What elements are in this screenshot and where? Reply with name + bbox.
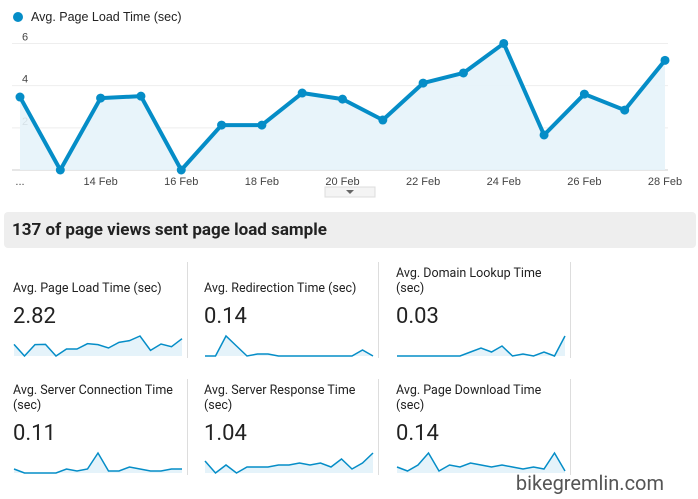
- metric-tile: Avg. Domain Lookup Time (sec) 0.03: [388, 262, 571, 358]
- x-tick-label: 16 Feb: [164, 176, 198, 188]
- point: [217, 120, 227, 130]
- metric-tile: Avg. Server Connection Time (sec) 0.11: [5, 379, 188, 475]
- metric-tile: Avg. Page Load Time (sec) 2.82: [5, 262, 188, 358]
- y-tick-label: 4: [22, 74, 28, 86]
- spark-area: [205, 453, 373, 473]
- spark-line: [204, 452, 374, 475]
- sample-text: 137 of page views sent page load sample: [12, 220, 327, 240]
- point: [539, 130, 549, 140]
- point: [660, 55, 670, 65]
- spark-area: [397, 453, 565, 473]
- x-tick-label: 22 Feb: [406, 176, 440, 188]
- x-tick-label: 26 Feb: [567, 176, 601, 188]
- point: [378, 115, 388, 125]
- point: [136, 91, 146, 101]
- spark-line: [396, 451, 566, 473]
- watermark: bikegremlin.com: [515, 471, 664, 495]
- area: [20, 43, 665, 170]
- y-tick-label: 6: [22, 31, 28, 43]
- point: [176, 165, 186, 175]
- x-tick-label: ...: [15, 176, 24, 188]
- point: [297, 88, 307, 98]
- metric-title: Avg. Page Load Time (sec): [13, 281, 162, 296]
- metric-tile: Avg. Page Download Time (sec) 0.14: [388, 379, 571, 475]
- metric-value: 0.11: [13, 421, 56, 446]
- metric-title: Avg. Server Response Time (sec): [204, 383, 356, 413]
- metric-tile: Avg. Server Response Time (sec) 1.04: [196, 379, 379, 475]
- x-tick-label: 20 Feb: [325, 176, 359, 188]
- collapse-arrow[interactable]: [346, 190, 354, 194]
- spark-area: [14, 336, 182, 356]
- legend-marker: [13, 12, 23, 22]
- point: [499, 38, 509, 48]
- spark-line: [13, 335, 183, 358]
- point: [458, 68, 468, 78]
- x-tick-label: 24 Feb: [487, 176, 521, 188]
- legend-label: Avg. Page Load Time (sec): [31, 10, 182, 24]
- metric-value: 1.04: [204, 421, 247, 446]
- chart: Avg. Page Load Time (sec) 246...14 Feb16…: [12, 10, 682, 198]
- metric-value: 0.14: [204, 304, 247, 329]
- metric-tile: Avg. Redirection Time (sec) 0.14: [196, 262, 379, 358]
- spark-area: [14, 453, 182, 473]
- sparkline: [204, 452, 374, 475]
- point: [338, 94, 347, 104]
- x-tick-label: 28 Feb: [648, 176, 682, 188]
- sparkline: [205, 334, 374, 357]
- metric-title: Avg. Page Download Time (sec): [396, 383, 542, 413]
- sparkline: [397, 335, 566, 357]
- x-tick-label: 14 Feb: [84, 176, 118, 188]
- metric-value: 2.82: [13, 304, 56, 329]
- point: [418, 78, 428, 88]
- x-tick-label: 18 Feb: [245, 176, 279, 188]
- spark-line: [397, 335, 566, 357]
- sparkline: [13, 335, 183, 358]
- spark-line: [205, 334, 374, 357]
- point: [55, 165, 65, 175]
- sparkline: [396, 451, 566, 473]
- metric-title: Avg. Domain Lookup Time (sec): [396, 266, 542, 296]
- sample-banner: 137 of page views sent page load sample: [4, 212, 696, 248]
- metric-title: Avg. Server Connection Time (sec): [13, 383, 173, 413]
- point: [15, 92, 25, 102]
- point: [257, 120, 267, 130]
- metric-value: 0.14: [396, 421, 439, 446]
- point: [96, 93, 106, 103]
- metric-value: 0.03: [396, 304, 439, 329]
- metric-title: Avg. Redirection Time (sec): [204, 281, 357, 296]
- point: [579, 89, 589, 99]
- point: [620, 105, 630, 115]
- spark-line: [13, 451, 182, 474]
- sparkline: [13, 451, 182, 474]
